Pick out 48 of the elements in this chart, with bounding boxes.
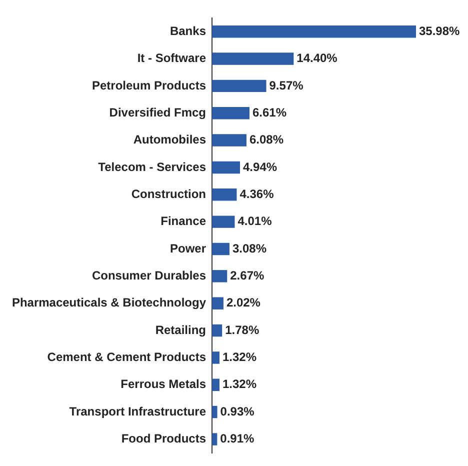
data-label: 14.40% xyxy=(296,51,338,66)
y-tick-label: Telecom - Services xyxy=(98,160,206,174)
bar xyxy=(212,378,220,391)
data-label: 6.08% xyxy=(249,132,284,147)
y-tick-label: Diversified Fmcg xyxy=(109,105,206,120)
y-tick-label: Automobiles xyxy=(133,132,206,147)
bar xyxy=(212,107,250,120)
y-tick-label: Transport Infrastructure xyxy=(69,404,206,418)
bar xyxy=(212,324,222,337)
data-label: 1.32% xyxy=(222,377,257,392)
y-tick-label: It - Software xyxy=(137,51,206,66)
y-tick-label: Power xyxy=(170,241,206,256)
bar xyxy=(212,406,218,418)
y-tick-label: Banks xyxy=(170,24,206,38)
y-tick-label: Construction xyxy=(131,186,206,201)
bar xyxy=(212,433,218,446)
bar xyxy=(212,25,416,38)
y-tick-label: Food Products xyxy=(121,432,206,446)
bar xyxy=(212,188,237,201)
bar xyxy=(212,134,246,146)
data-label: 1.78% xyxy=(225,322,260,337)
y-tick-label: Cement & Cement Products xyxy=(47,350,206,364)
data-label: 6.61% xyxy=(252,105,287,120)
y-tick-label: Ferrous Metals xyxy=(120,377,206,392)
data-label: 2.67% xyxy=(230,268,264,282)
bar xyxy=(212,242,230,256)
data-label: 4.36% xyxy=(240,186,274,201)
y-tick-label: Consumer Durables xyxy=(92,268,206,282)
y-tick-label: Petroleum Products xyxy=(92,78,206,92)
bar xyxy=(212,216,235,228)
data-label: 0.93% xyxy=(220,404,255,418)
y-tick-label: Retailing xyxy=(155,322,206,337)
bar xyxy=(212,52,294,65)
data-label: 4.94% xyxy=(243,160,278,174)
data-label: 9.57% xyxy=(269,78,304,92)
bar xyxy=(212,352,220,364)
data-label: 4.01% xyxy=(238,214,272,228)
data-label: 1.32% xyxy=(222,350,257,364)
data-label: 0.91% xyxy=(220,432,255,446)
bar xyxy=(212,297,224,310)
y-tick-label: Finance xyxy=(160,214,206,228)
data-label: 3.08% xyxy=(232,241,267,256)
data-label: 2.02% xyxy=(226,296,261,310)
bar xyxy=(212,161,240,174)
y-tick-label: Pharmaceuticals & Biotechnology xyxy=(12,296,206,310)
bar xyxy=(212,80,266,92)
bar xyxy=(212,270,228,282)
data-label: 35.98% xyxy=(419,24,460,38)
